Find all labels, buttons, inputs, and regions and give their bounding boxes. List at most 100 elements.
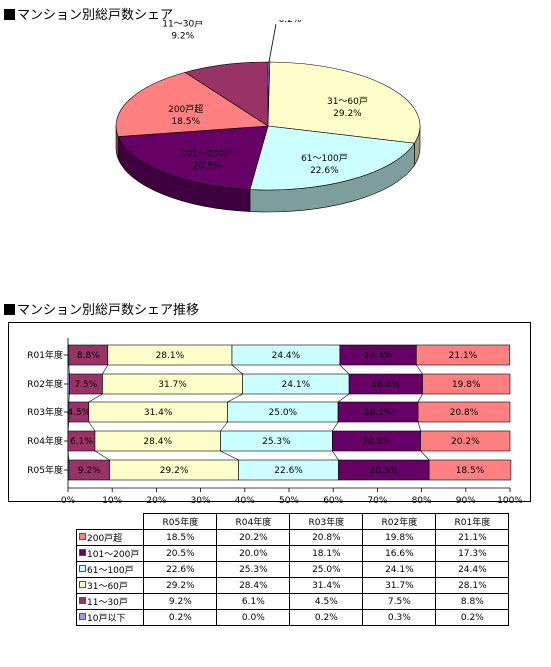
category-label: R05年度 <box>27 464 63 476</box>
table-cell: 28.4% <box>216 577 291 594</box>
table-row: 101～200戸 20.5% 20.0% 18.1% 16.6% 17.3% <box>75 545 510 562</box>
series-line <box>417 421 422 432</box>
bar-data-label: 21.1% <box>449 351 478 361</box>
pie-value-label: 18.5% <box>171 117 200 127</box>
pie-slice-101～200戸 <box>117 125 269 190</box>
bar-data-label: 31.7% <box>158 380 187 390</box>
legend-swatch-icon <box>79 597 86 604</box>
legend-swatch-icon <box>79 613 86 620</box>
legend-swatch-icon <box>79 533 86 540</box>
bar-segment-200戸超 <box>422 373 511 395</box>
pie-value-label: 9.2% <box>171 32 194 42</box>
pie-value-label: 0.2% <box>279 20 302 25</box>
pie-slice-11～30戸 <box>184 61 269 127</box>
series-line <box>332 421 339 432</box>
data-table: R05年度 R04年度 R03年度 R02年度 R01年度 200戸超 18.5%… <box>75 513 510 626</box>
x-tick-label: 0% <box>61 496 76 506</box>
legend-swatch-icon <box>79 581 86 588</box>
table-cell: 0.0% <box>216 609 291 626</box>
series-line <box>88 393 103 403</box>
legend-swatch-icon <box>79 565 86 572</box>
table-row-header: 11～30戸 <box>75 593 145 610</box>
table-row-label: 200戸超 <box>87 534 123 544</box>
series-line <box>420 450 430 461</box>
table-row: 200戸超 18.5% 20.2% 20.8% 19.8% 21.1% <box>75 529 510 546</box>
bar-data-label: 6.1% <box>70 437 93 447</box>
table-cell: 20.5% <box>143 545 218 562</box>
bar-data-label: 8.8% <box>77 351 100 361</box>
x-tick-label: 70% <box>367 496 387 506</box>
series-line <box>339 364 350 375</box>
bar-segment-200戸超 <box>415 344 510 366</box>
table-row-header: 31～60戸 <box>75 577 145 594</box>
table-column-header: R05年度 <box>143 513 218 530</box>
bar-data-label: 17.3% <box>364 351 393 361</box>
x-tick-label: 30% <box>191 496 211 506</box>
bar-data-label: 20.0% <box>362 437 391 447</box>
table-column-header: R02年度 <box>362 513 437 530</box>
pie-value-label: 29.2% <box>333 109 362 119</box>
bar-data-label: 18.1% <box>364 408 393 418</box>
bar-segment-200戸超 <box>420 430 511 452</box>
x-tick-label: 40% <box>235 496 255 506</box>
black-square-icon <box>4 9 15 20</box>
table-cell: 31.4% <box>289 577 364 594</box>
pie-value-label: 22.6% <box>310 166 339 176</box>
table-cell: 20.0% <box>216 545 291 562</box>
table-cell: 17.3% <box>435 545 510 562</box>
pie-label: 31～60戸 <box>327 96 368 107</box>
category-label: R04年度 <box>27 435 63 447</box>
bar-data-label: 20.8% <box>450 408 479 418</box>
table-cell: 29.2% <box>143 577 218 594</box>
table-cell: 19.8% <box>362 529 437 546</box>
series-line <box>88 421 96 432</box>
table-cell: 18.1% <box>289 545 364 562</box>
bar-data-label: 22.6% <box>274 466 303 476</box>
bar-data-label: 31.4% <box>144 408 173 418</box>
bar-data-label: 24.4% <box>272 351 301 361</box>
pie-label: 101～200戸 <box>181 149 233 160</box>
pie-chart: 10戸以下0.2%31～60戸29.2%61～100戸22.6%101～200戸… <box>115 20 421 213</box>
series-line <box>67 450 70 461</box>
table-cell: 21.1% <box>435 529 510 546</box>
bar-data-label: 24.1% <box>282 380 311 390</box>
table-cell: 20.2% <box>216 529 291 546</box>
table-cell: 22.6% <box>143 561 218 578</box>
table-cell: 7.5% <box>362 593 437 610</box>
x-tick-label: 100% <box>497 496 523 506</box>
pie-leader-line <box>268 23 277 63</box>
stacked-bar-chart: 0% 10% 20% 30% 40% 50% 60% 70% 80% 90% 100% R01年度 8.… <box>27 338 523 506</box>
table-row-label: 10戸以下 <box>87 614 126 624</box>
x-tick-label: 20% <box>146 496 166 506</box>
category-label: R01年度 <box>27 349 63 361</box>
table-cell: 28.1% <box>435 577 510 594</box>
table-column-header: R03年度 <box>289 513 364 530</box>
table-row: 10戸以下 0.2% 0.0% 0.2% 0.3% 0.2% <box>75 609 510 626</box>
table-cell: 0.2% <box>143 609 218 626</box>
x-tick-label: 50% <box>279 496 299 506</box>
table-row-header: 10戸以下 <box>75 609 145 626</box>
table-row-label: 11～30戸 <box>87 598 128 608</box>
series-line <box>67 421 70 432</box>
series-line <box>227 393 243 403</box>
series-line <box>102 364 109 375</box>
table-row-header: 200戸超 <box>75 529 145 546</box>
pie-value-label: 20.5% <box>193 162 222 172</box>
table-row-label: 61～100戸 <box>87 566 134 576</box>
pie-slice-61～100戸 <box>249 125 415 191</box>
black-square-icon <box>4 304 15 315</box>
pie-label: 11～30戸 <box>162 20 203 30</box>
table-cell: 9.2% <box>143 593 218 610</box>
bar-data-label: 25.0% <box>269 408 298 418</box>
bar-data-label: 25.3% <box>262 437 291 447</box>
bar-segment-200戸超 <box>417 401 511 423</box>
bar-segment-200戸超 <box>428 459 512 481</box>
bar-chart-title: マンション別総戸数シェア推移 <box>4 299 199 318</box>
series-line <box>231 364 243 375</box>
table-row: 31～60戸 29.2% 28.4% 31.4% 31.7% 28.1% <box>75 577 510 594</box>
table-cell: 24.4% <box>435 561 510 578</box>
table-column-header: R01年度 <box>435 513 510 530</box>
table-cell: 24.1% <box>362 561 437 578</box>
pie-label: 200戸超 <box>168 103 203 115</box>
bar-data-label: 29.2% <box>160 466 189 476</box>
